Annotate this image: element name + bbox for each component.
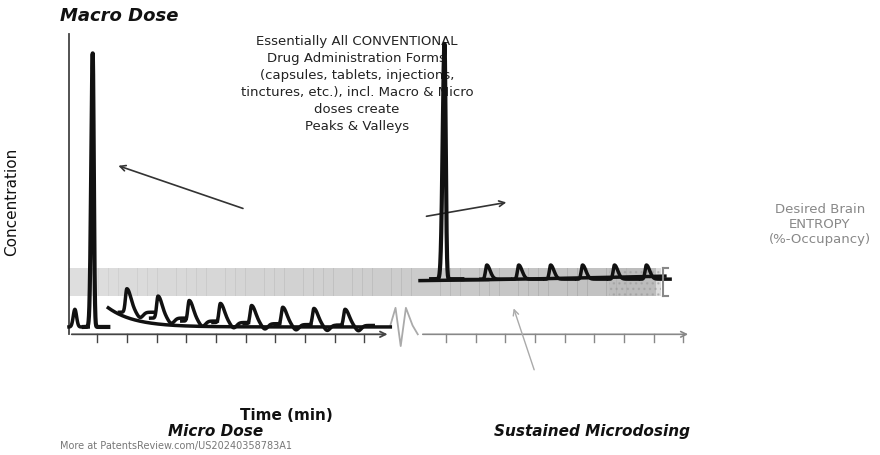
Bar [538,268,548,296]
Bar [616,268,627,296]
Bar [206,268,216,296]
Bar [118,268,128,296]
Bar [147,268,158,296]
Bar [626,268,636,296]
Bar [78,268,89,296]
Bar [196,268,207,296]
Text: Essentially All CONVENTIONAL
Drug Administration Forms
(capsules, tablets, injec: Essentially All CONVENTIONAL Drug Admini… [240,35,473,133]
Bar [509,268,519,296]
Bar [352,268,363,296]
Bar [528,268,539,296]
Bar [275,268,285,296]
Bar [606,268,617,296]
Bar [597,268,607,296]
Bar [392,268,402,296]
Bar [440,268,451,296]
Bar [635,268,646,296]
Bar [166,268,177,296]
Bar [489,268,500,296]
Bar [587,268,598,296]
Bar [187,268,197,296]
Bar [421,268,431,296]
Bar [99,268,109,296]
Bar [216,268,226,296]
Bar [480,268,490,296]
Bar [177,268,187,296]
Bar [89,268,99,296]
Bar [225,268,236,296]
Bar [333,268,343,296]
Bar [137,268,148,296]
Bar [254,268,265,296]
Bar [342,268,353,296]
Bar [411,268,422,296]
Bar [372,268,383,296]
Bar [401,268,412,296]
Bar [128,268,138,296]
Bar [609,268,661,296]
Bar [323,268,334,296]
Bar [470,268,480,296]
Bar [577,268,588,296]
Bar [294,268,304,296]
Bar [568,268,578,296]
Bar [382,268,392,296]
Bar [646,268,656,296]
Bar [157,268,167,296]
Bar [430,268,441,296]
Text: More at PatentsReview.com/US20240358783A1: More at PatentsReview.com/US20240358783A… [60,441,292,451]
Bar [284,268,295,296]
Bar [313,268,324,296]
Text: Concentration: Concentration [4,148,19,256]
Bar [235,268,246,296]
Bar [450,268,460,296]
Bar [460,268,470,296]
Bar [264,268,275,296]
Bar [69,268,79,296]
Text: Macro Dose: Macro Dose [60,7,179,25]
Bar [245,268,255,296]
Text: Sustained Microdosing: Sustained Microdosing [495,425,690,440]
Bar [108,268,119,296]
Text: Micro Dose: Micro Dose [168,425,263,440]
Bar [558,268,568,296]
Bar [362,268,372,296]
Bar [518,268,529,296]
Bar [547,268,558,296]
Bar [304,268,314,296]
Text: Desired Brain
ENTROPY
(%-Occupancy): Desired Brain ENTROPY (%-Occupancy) [769,202,871,246]
Text: Time (min): Time (min) [240,408,333,423]
Bar [499,268,510,296]
